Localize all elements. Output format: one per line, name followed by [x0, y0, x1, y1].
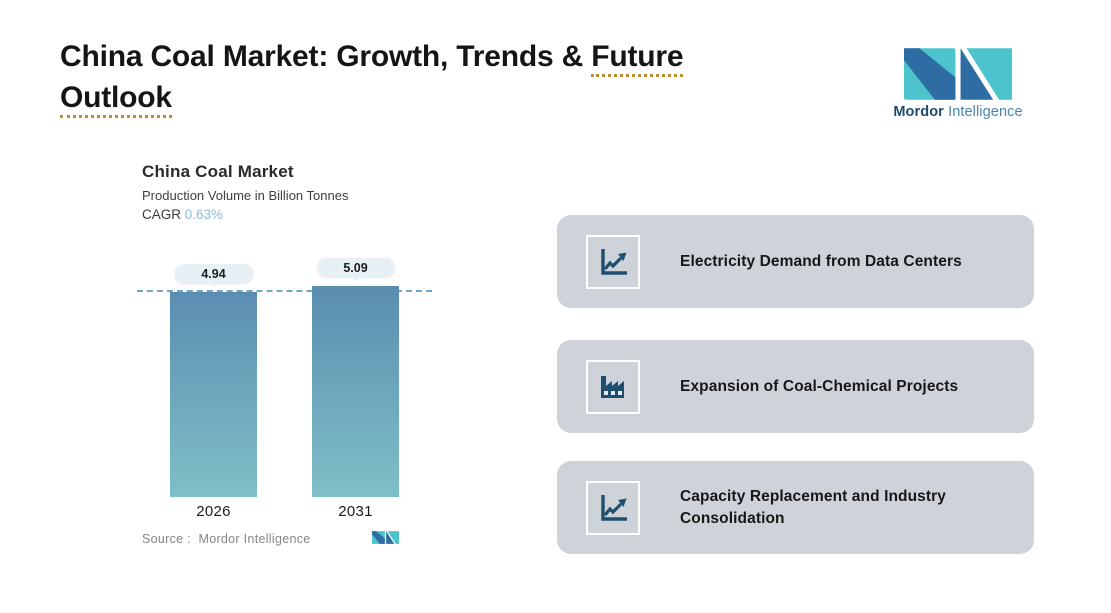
- factory-icon: [601, 375, 624, 398]
- bar-value-label-2026: 4.94: [174, 264, 253, 283]
- page-title: China Coal Market: Growth, Trends & Futu…: [60, 36, 770, 118]
- brand-name: Mordor Intelligence: [878, 104, 1038, 120]
- bar-column-2026: 4.94: [170, 264, 257, 497]
- source-label: Source :: [142, 532, 191, 546]
- reference-dashed-line: [137, 290, 432, 292]
- card-electricity-demand: Electricity Demand from Data Centers: [557, 215, 1034, 308]
- bar-value-text: 4.94: [201, 266, 226, 281]
- mordor-intelligence-mini-logo-icon: [372, 531, 399, 544]
- line-chart-icon: [601, 494, 627, 521]
- chart-title: China Coal Market: [142, 162, 294, 181]
- source-value: Mordor Intelligence: [198, 532, 311, 546]
- bar-column-2031: 5.09: [312, 258, 399, 497]
- card-icon-box: [586, 480, 640, 535]
- brand-name-bold: Mordor: [893, 104, 944, 120]
- card-icon-box: [586, 234, 640, 289]
- line-chart-icon: [601, 248, 627, 275]
- mordor-intelligence-logo-icon: [904, 48, 1012, 100]
- brand-logo: Mordor Intelligence: [878, 48, 1038, 120]
- bar-chart: 4.94 5.09 2026 2031: [137, 250, 432, 520]
- bar-2031: [312, 286, 399, 497]
- bar-value-label-2031: 5.09: [316, 258, 395, 277]
- brand-name-light: Intelligence: [948, 104, 1023, 120]
- chart-cagr: CAGR 0.63%: [142, 207, 348, 222]
- bar-value-text: 5.09: [343, 260, 368, 275]
- x-axis-label-2026: 2026: [196, 503, 231, 520]
- cagr-label: CAGR: [142, 207, 182, 222]
- card-label: Electricity Demand from Data Centers: [680, 252, 962, 270]
- source-line: Source : Mordor Intelligence: [142, 532, 311, 546]
- chart-subtitle: Production Volume in Billion Tonnes: [142, 188, 349, 203]
- card-label: Capacity Replacement and Industry Consol…: [680, 487, 947, 527]
- chart-header: China Coal Market Production Volume in B…: [142, 162, 348, 222]
- bar-2026: [170, 292, 257, 497]
- page-title-prefix: China Coal Market: Growth, Trends &: [60, 40, 584, 73]
- cagr-value: 0.63%: [184, 207, 224, 222]
- page-title-underline-outlook: Outlook: [60, 81, 172, 118]
- card-capacity-replacement: Capacity Replacement and Industry Consol…: [557, 461, 1034, 554]
- x-axis-label-2031: 2031: [338, 503, 373, 520]
- page-title-underline-future: Future: [591, 40, 684, 77]
- card-coal-chemical: Expansion of Coal-Chemical Projects: [557, 340, 1034, 433]
- card-icon-box: [586, 359, 640, 414]
- card-label: Expansion of Coal-Chemical Projects: [680, 377, 959, 395]
